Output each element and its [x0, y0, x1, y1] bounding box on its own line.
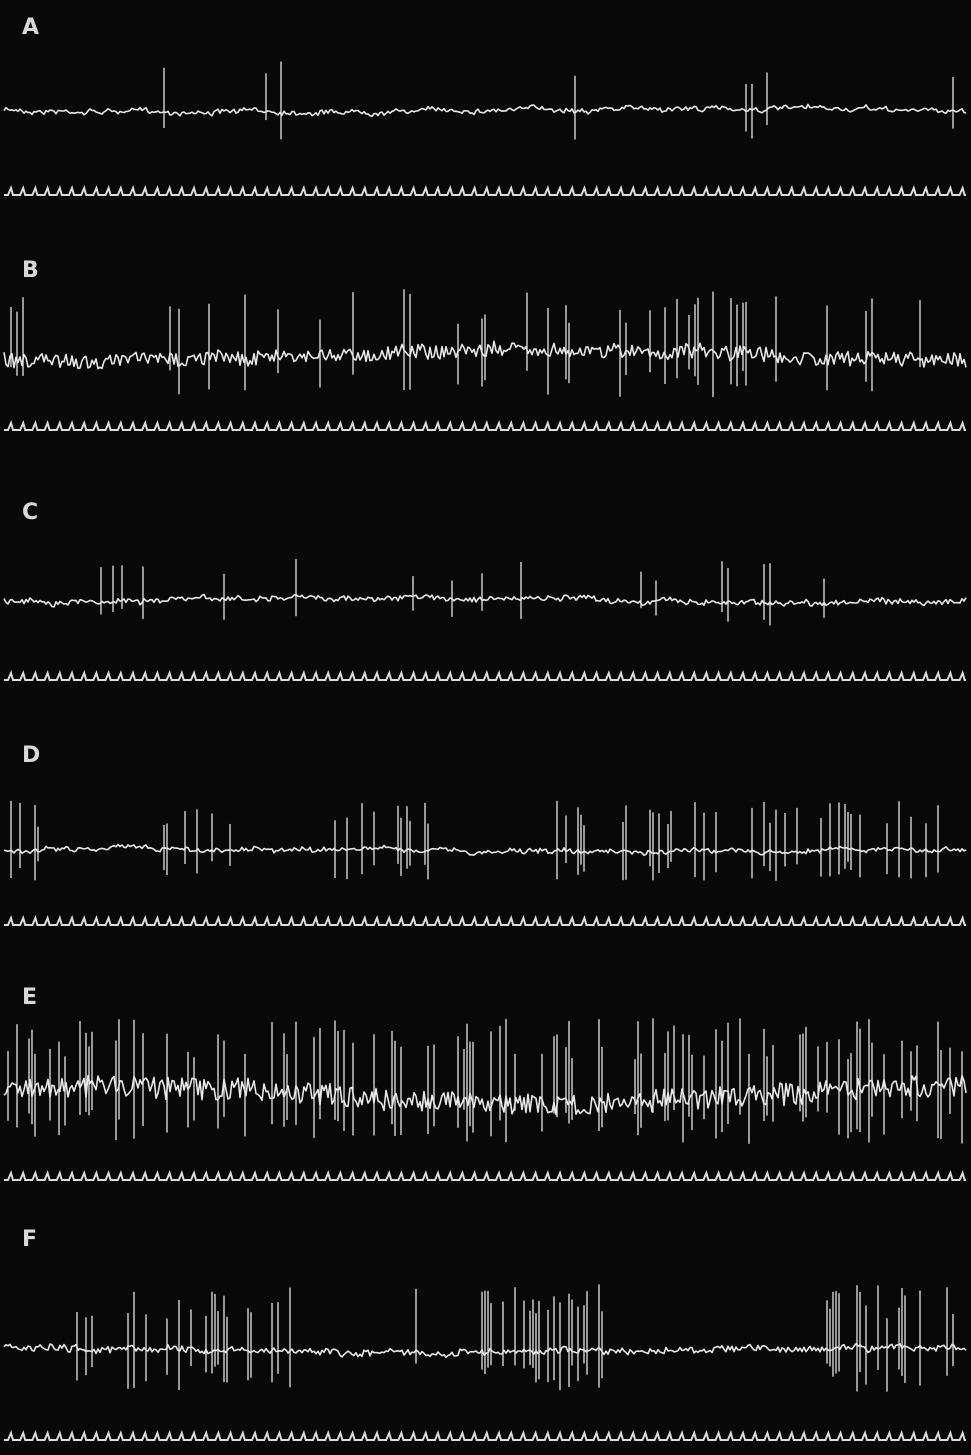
background	[0, 0, 971, 1455]
panel-label: B	[22, 258, 39, 283]
panel-label: E	[22, 985, 37, 1010]
panel-label: F	[22, 1227, 37, 1252]
oscilloscope-figure: A B C D E F	[0, 0, 971, 1455]
panel-label: C	[22, 500, 38, 525]
panel-label: A	[22, 15, 39, 40]
panel-label: D	[22, 743, 40, 768]
